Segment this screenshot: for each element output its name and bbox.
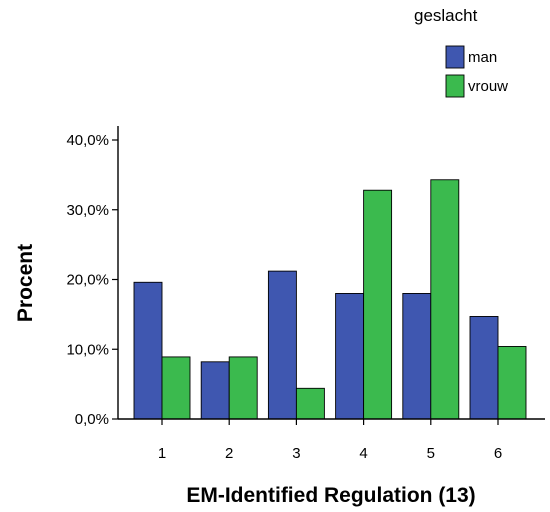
bar-man-1 xyxy=(133,281,163,420)
legend: geslacht man vrouw xyxy=(414,6,508,98)
legend-swatch-man xyxy=(445,45,465,69)
bar-man-6 xyxy=(469,316,499,420)
legend-label-vrouw: vrouw xyxy=(468,78,508,95)
y-tick-label: 10,0% xyxy=(66,341,109,358)
bar-vrouw-4 xyxy=(363,189,393,420)
y-tick-label: 0,0% xyxy=(75,411,109,428)
bar-man-5 xyxy=(402,293,432,420)
plot-area: 0,0% 10,0% 20,0% 30,0% 40,0% 1 2 3 4 5 6 xyxy=(66,126,545,462)
x-tick-label: 5 xyxy=(427,445,435,462)
legend-label-man: man xyxy=(468,49,497,66)
y-tick-label: 30,0% xyxy=(66,202,109,219)
x-tick-label: 4 xyxy=(359,445,367,462)
x-tick-label: 2 xyxy=(225,445,233,462)
bar-vrouw-2 xyxy=(228,356,258,420)
x-tick-label: 6 xyxy=(494,445,502,462)
x-tick-label: 3 xyxy=(292,445,300,462)
y-tick-label: 40,0% xyxy=(66,132,109,149)
y-tick-label: 20,0% xyxy=(66,272,109,289)
bar-vrouw-1 xyxy=(161,356,191,420)
y-axis-title: Procent xyxy=(14,244,37,322)
bar-man-4 xyxy=(335,293,365,420)
x-axis-title: EM-Identified Regulation (13) xyxy=(186,484,475,507)
bar-man-3 xyxy=(267,270,297,420)
legend-title: geslacht xyxy=(414,6,478,25)
x-tick-label: 1 xyxy=(158,445,166,462)
bar-man-2 xyxy=(200,361,230,420)
bar-vrouw-3 xyxy=(295,387,325,420)
bar-vrouw-6 xyxy=(497,346,527,420)
bar-vrouw-5 xyxy=(430,179,460,420)
legend-swatch-vrouw xyxy=(445,74,465,98)
